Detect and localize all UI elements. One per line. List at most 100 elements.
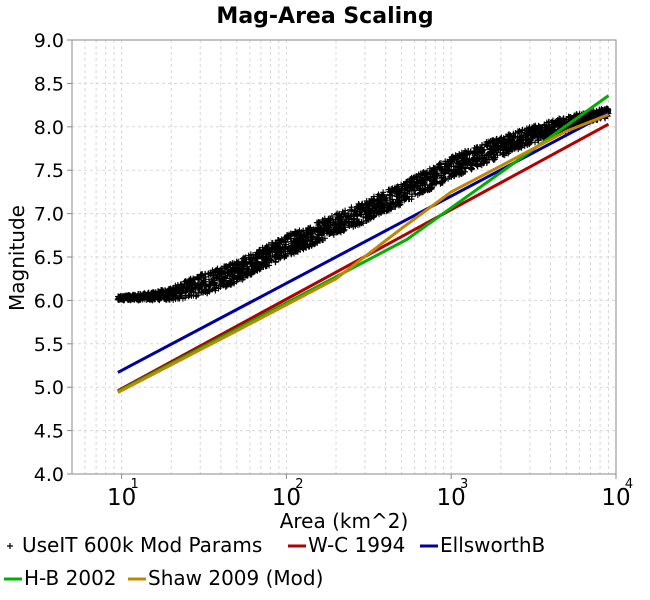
scatter-points [114, 105, 612, 304]
scatter-point [397, 193, 404, 200]
scatter-point [171, 294, 178, 301]
scatter-point [293, 248, 300, 255]
scatter-point [291, 229, 298, 236]
scatter-point [370, 212, 377, 219]
scatter-point [194, 273, 201, 280]
scatter-point [260, 262, 267, 269]
scatter-point [215, 268, 222, 275]
legend-label: Shaw 2009 (Mod) [148, 566, 323, 590]
scatter-point [535, 137, 542, 144]
scatter-point [593, 109, 600, 116]
scatter-point [296, 234, 303, 241]
series-line-shaw-2009-mod [117, 113, 610, 394]
scatter-point [409, 175, 416, 182]
scatter-point [478, 147, 485, 154]
scatter-point [286, 247, 293, 254]
scatter-point [421, 188, 428, 195]
scatter-point [398, 181, 405, 188]
scatter-point [218, 265, 225, 272]
scatter-point [506, 148, 513, 155]
scatter-point [263, 255, 270, 262]
y-tick-label: 6.0 [34, 290, 64, 312]
scatter-point [239, 276, 246, 283]
scatter-point [450, 163, 457, 170]
scatter-point [422, 176, 429, 183]
scatter-point [140, 290, 147, 297]
scatter-point [473, 144, 480, 151]
scatter-point [313, 219, 320, 226]
scatter-point [219, 280, 226, 287]
scatter-point [483, 142, 490, 149]
scatter-point [481, 152, 488, 159]
scatter-point [603, 105, 610, 112]
scatter-point [243, 271, 250, 278]
scatter-point [446, 174, 453, 181]
scatter-point [270, 242, 277, 249]
scatter-point [470, 148, 477, 155]
scatter-point [552, 119, 559, 126]
scatter-point [423, 175, 430, 182]
y-axis-label: Magnitude [5, 205, 29, 311]
scatter-point [182, 277, 189, 284]
scatter-point [198, 289, 205, 296]
y-tick-label: 4.0 [34, 464, 64, 486]
scatter-point [416, 190, 423, 197]
scatter-point [414, 173, 421, 180]
scatter-point [560, 115, 567, 122]
scatter-point [513, 143, 520, 150]
scatter-point [291, 237, 298, 244]
scatter-point [115, 295, 122, 302]
scatter-point [327, 217, 334, 224]
scatter-point [312, 239, 319, 246]
scatter-point [460, 152, 467, 159]
x-tick-label: 10 [107, 485, 136, 511]
scatter-point [338, 214, 345, 221]
scatter-point [379, 199, 386, 206]
scatter-point [241, 261, 248, 268]
scatter-point [319, 229, 326, 236]
scatter-point [214, 271, 221, 278]
scatter-point [451, 157, 458, 164]
scatter-point [438, 174, 445, 181]
x-tick-exponent: 3 [460, 477, 468, 492]
scatter-point [256, 253, 263, 260]
scatter-point [539, 124, 546, 131]
scatter-point [269, 252, 276, 259]
scatter-point [287, 240, 294, 247]
scatter-point [274, 253, 281, 260]
scatter-point [486, 146, 493, 153]
scatter-point [357, 211, 364, 218]
scatter-point [497, 143, 504, 150]
scatter-point [395, 199, 402, 206]
scatter-point [182, 294, 189, 301]
scatter-point [475, 152, 482, 159]
scatter-point [292, 228, 299, 235]
legend-label: EllsworthB [440, 533, 545, 557]
scatter-point [300, 246, 307, 253]
scatter-point [373, 210, 380, 217]
scatter-point [158, 292, 165, 299]
scatter-point [279, 244, 286, 251]
scatter-point [541, 121, 548, 128]
scatter-point [167, 285, 174, 292]
scatter-point [495, 139, 502, 146]
scatter-point [515, 128, 522, 135]
scatter-point [212, 282, 219, 289]
scatter-point [516, 140, 523, 147]
scatter-point [368, 196, 375, 203]
scatter-point [374, 193, 381, 200]
scatter-point [234, 273, 241, 280]
scatter-point [226, 278, 233, 285]
scatter-point [389, 185, 396, 192]
scatter-point [512, 133, 519, 140]
scatter-point [591, 110, 598, 117]
scatter-point [322, 220, 329, 227]
scatter-point [586, 111, 593, 118]
scatter-point [297, 239, 304, 246]
scatter-point [439, 167, 446, 174]
scatter-point [314, 224, 321, 231]
x-tick-exponent: 2 [295, 477, 303, 492]
scatter-point [524, 130, 531, 137]
scatter-point [336, 225, 343, 232]
scatter-point [534, 133, 541, 140]
